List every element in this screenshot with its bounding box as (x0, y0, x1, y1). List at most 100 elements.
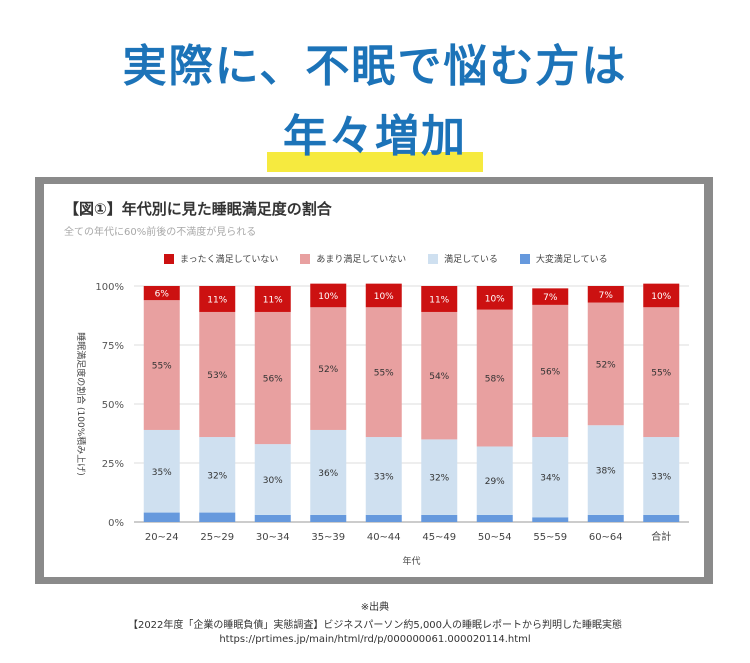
y-tick-label: 100% (95, 282, 124, 293)
data-label: 53% (207, 371, 227, 381)
bar-segment (365, 307, 402, 438)
bar-segment (421, 514, 458, 522)
y-tick-label: 25% (102, 459, 124, 470)
legend-swatch-very-dissatisfied (164, 253, 174, 264)
x-tick-label: 合計 (651, 530, 671, 543)
data-label: 11% (263, 295, 283, 305)
legend-label-very-dissatisfied: まったく満足していない (180, 255, 279, 265)
data-label: 56% (540, 367, 560, 377)
bar-segment (143, 300, 180, 430)
data-label: 7% (543, 293, 558, 303)
bar-segment (310, 514, 347, 522)
data-label: 56% (263, 375, 283, 385)
headline-line1: 実際に、不眠で悩む方は (122, 41, 628, 92)
bar-segment (143, 286, 180, 301)
data-label: 6% (155, 290, 170, 300)
legend-item-somewhat-dissatisfied: あまり満足していない (300, 252, 406, 265)
bar-segment (643, 514, 680, 522)
bar-segment (476, 309, 513, 447)
legend-swatch-satisfied (428, 253, 439, 264)
bar-segment (310, 429, 347, 515)
data-label: 10% (318, 292, 338, 302)
bar-segment (310, 307, 347, 430)
stacked-bar-chart: 0%25%50%75%100%睡眠満足度の割合 (100%積み上げ)年代4%35… (75, 282, 689, 567)
footer-source: 【2022年度「企業の睡眠負債」実態調査】ビジネスパーソン約5,000人の睡眠レ… (127, 620, 623, 631)
bar-segment (199, 311, 236, 438)
bar-segment (643, 437, 680, 515)
x-tick-label: 20~24 (145, 532, 179, 543)
chart-panel: 【図①】年代別に見た睡眠満足度の割合 全ての年代に60%前後の不満度が見られる … (44, 184, 704, 577)
legend-swatch-very-satisfied (519, 253, 530, 264)
data-label: 35% (152, 468, 172, 478)
legend-label-satisfied: 満足している (444, 255, 498, 265)
data-label: 34% (540, 474, 560, 484)
bar-segment (421, 286, 458, 312)
bar-segment (199, 437, 236, 513)
y-tick-label: 50% (102, 400, 124, 411)
footer-note: ※出典 (360, 602, 390, 613)
bar-segment (643, 307, 680, 438)
chart-title: 【図①】年代別に見た睡眠満足度の割合 (64, 200, 332, 218)
x-tick-label: 45~49 (422, 532, 456, 543)
bar-segment (643, 283, 680, 308)
data-label: 55% (374, 369, 394, 379)
headline-line2-text: 年々増加 (283, 111, 467, 162)
x-axis-label: 年代 (402, 555, 420, 567)
x-tick-label: 30~34 (256, 532, 290, 543)
bar-segment (476, 514, 513, 522)
x-tick-label: 55~59 (533, 532, 567, 543)
bar-segment (254, 444, 291, 515)
y-tick-label: 75% (102, 341, 124, 352)
footer-url: https://prtimes.jp/main/html/rd/p/000000… (219, 634, 531, 645)
headline-line2-wrap: 年々増加 (0, 100, 750, 172)
legend-item-very-satisfied: 大変満足している (519, 252, 608, 265)
data-label: 29% (485, 477, 505, 487)
data-label: 38% (596, 467, 616, 477)
bar-segment (532, 288, 569, 305)
data-label: 30% (263, 476, 283, 486)
data-label: 7% (599, 291, 614, 301)
data-label: 33% (374, 472, 394, 482)
x-tick-label: 40~44 (367, 532, 401, 543)
headline-line2: 年々増加 (267, 100, 483, 172)
data-label: 52% (318, 365, 338, 375)
bar-segment (199, 512, 236, 522)
legend-swatch-somewhat-dissatisfied (300, 253, 311, 264)
x-tick-label: 60~64 (589, 532, 623, 543)
bar-segment (143, 512, 180, 522)
legend-label-very-satisfied: 大変満足している (535, 255, 608, 265)
bar-segment (532, 517, 569, 522)
y-axis-label: 睡眠満足度の割合 (100%積み上げ) (75, 332, 87, 476)
bar-segment (365, 283, 402, 308)
data-label: 32% (429, 474, 449, 484)
bar-segment (532, 437, 569, 518)
bar-segment (199, 286, 236, 312)
legend-label-somewhat-dissatisfied: あまり満足していない (316, 255, 407, 265)
chart-legend: まったく満足していない あまり満足していない 満足している 大変満足している (164, 252, 608, 265)
bar-segment (587, 514, 624, 522)
x-tick-label: 35~39 (311, 532, 345, 543)
bar-segment (365, 514, 402, 522)
data-label: 54% (429, 372, 449, 382)
bar-segment (254, 514, 291, 522)
chart-subtitle: 全ての年代に60%前後の不満度が見られる (64, 227, 257, 238)
legend-item-satisfied: 満足している (428, 252, 498, 265)
bar-segment (587, 302, 624, 426)
data-label: 33% (651, 472, 671, 482)
data-label: 32% (207, 471, 227, 481)
x-tick-label: 50~54 (478, 532, 512, 543)
y-tick-label: 0% (108, 518, 124, 529)
data-label: 36% (318, 469, 338, 479)
bar-segment (421, 311, 458, 440)
data-label: 52% (596, 360, 616, 370)
bar-segment (254, 311, 291, 445)
data-label: 10% (485, 294, 505, 304)
bar-segment (421, 439, 458, 515)
bar-segment (365, 437, 402, 515)
bar-segment (310, 283, 347, 308)
legend-item-very-dissatisfied: まったく満足していない (164, 252, 278, 265)
data-label: 10% (651, 292, 671, 302)
data-label: 10% (374, 292, 394, 302)
data-label: 55% (152, 362, 172, 372)
bar-segment (476, 446, 513, 515)
